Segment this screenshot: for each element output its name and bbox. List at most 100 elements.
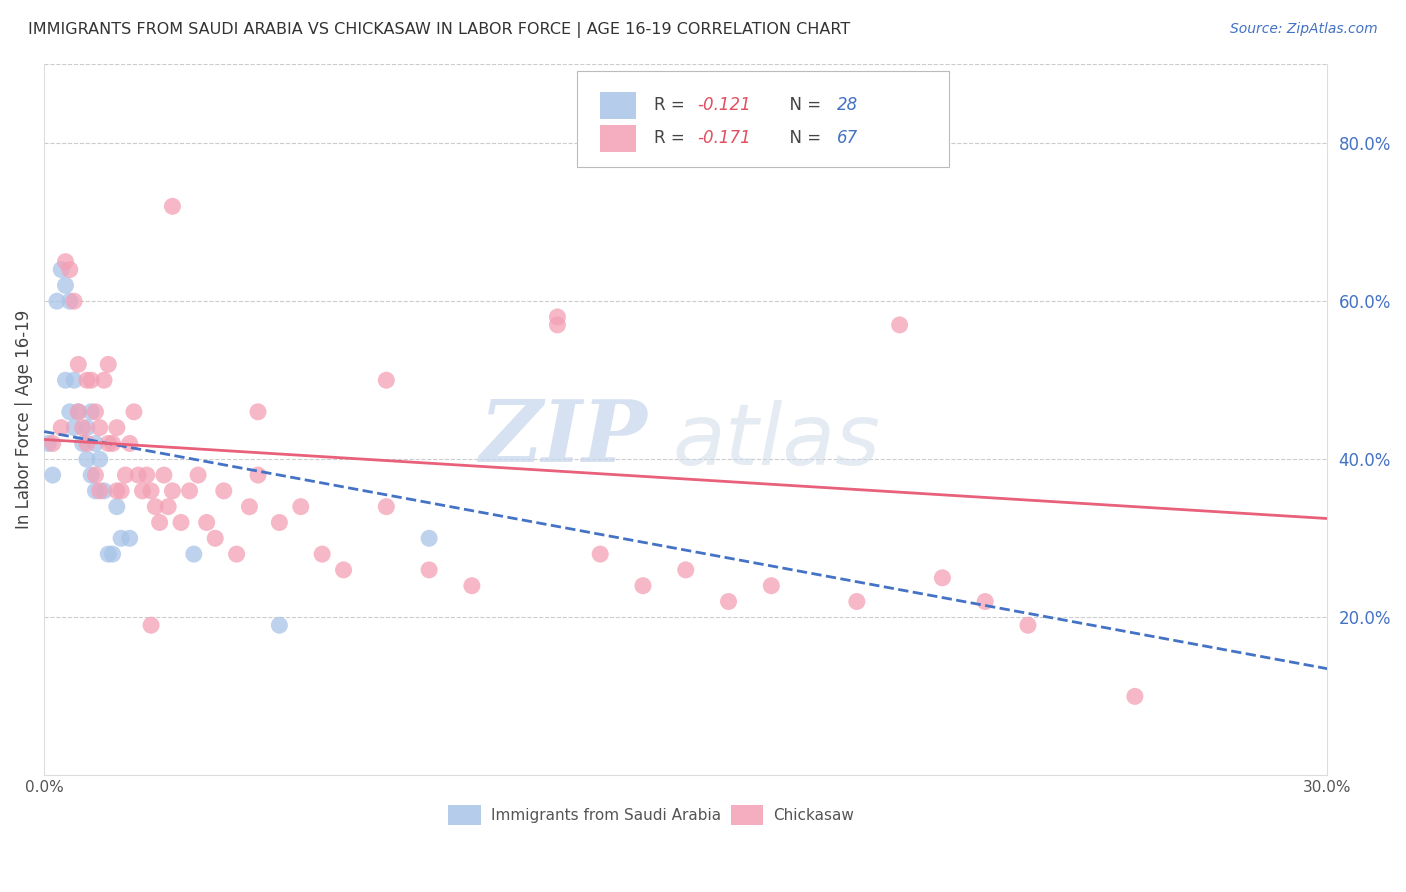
Text: R =: R =: [654, 129, 690, 147]
Point: [131, 483, 153, 498]
Point: [631, 579, 654, 593]
Point: [80, 373, 103, 387]
Point: [122, 405, 145, 419]
Point: [761, 579, 783, 593]
Point: [105, 483, 128, 498]
Point: [51, 420, 73, 434]
Point: [143, 500, 166, 514]
Text: N =: N =: [779, 96, 827, 114]
Y-axis label: In Labor Force | Age 16-19: In Labor Force | Age 16-19: [15, 310, 32, 529]
Point: [67, 405, 90, 419]
Text: Chickasaw: Chickasaw: [773, 808, 853, 823]
Point: [59, 405, 82, 419]
Point: [212, 483, 235, 498]
Point: [195, 516, 218, 530]
Point: [135, 468, 157, 483]
Point: [55, 254, 77, 268]
Point: [139, 483, 162, 498]
Point: [461, 579, 484, 593]
Point: [717, 594, 740, 608]
Point: [105, 500, 128, 514]
Point: [76, 373, 98, 387]
Point: [72, 436, 94, 450]
Text: -0.121: -0.121: [697, 96, 751, 114]
Point: [162, 199, 184, 213]
Point: [589, 547, 612, 561]
Point: [375, 500, 398, 514]
Point: [84, 483, 107, 498]
Point: [204, 531, 226, 545]
Point: [59, 262, 82, 277]
Point: [675, 563, 697, 577]
FancyBboxPatch shape: [576, 71, 949, 167]
Point: [80, 405, 103, 419]
Point: [110, 531, 132, 545]
Point: [41, 468, 63, 483]
Point: [418, 531, 440, 545]
Point: [97, 358, 120, 372]
Text: atlas: atlas: [673, 400, 882, 483]
Point: [105, 420, 128, 434]
Text: 67: 67: [837, 129, 859, 147]
Point: [889, 318, 911, 332]
Point: [170, 516, 193, 530]
Point: [1123, 690, 1146, 704]
FancyBboxPatch shape: [600, 92, 636, 119]
Point: [76, 436, 98, 450]
Point: [418, 563, 440, 577]
Point: [101, 547, 124, 561]
Text: IMMIGRANTS FROM SAUDI ARABIA VS CHICKASAW IN LABOR FORCE | AGE 16-19 CORRELATION: IMMIGRANTS FROM SAUDI ARABIA VS CHICKASA…: [28, 22, 851, 38]
Point: [84, 468, 107, 483]
Point: [89, 483, 111, 498]
Point: [246, 468, 269, 483]
Point: [238, 500, 260, 514]
Point: [63, 420, 86, 434]
Point: [84, 436, 107, 450]
Point: [269, 618, 291, 632]
Point: [67, 405, 90, 419]
Point: [89, 452, 111, 467]
Point: [63, 373, 86, 387]
Point: [157, 500, 180, 514]
Point: [63, 294, 86, 309]
Point: [546, 318, 568, 332]
Point: [114, 468, 136, 483]
Point: [55, 373, 77, 387]
Point: [127, 468, 149, 483]
Text: Source: ZipAtlas.com: Source: ZipAtlas.com: [1230, 22, 1378, 37]
Point: [67, 358, 90, 372]
FancyBboxPatch shape: [449, 805, 481, 825]
Point: [225, 547, 247, 561]
Point: [118, 436, 141, 450]
Text: R =: R =: [654, 96, 690, 114]
Point: [332, 563, 354, 577]
Point: [59, 294, 82, 309]
Point: [179, 483, 201, 498]
Point: [84, 405, 107, 419]
Point: [110, 483, 132, 498]
Point: [290, 500, 312, 514]
Point: [118, 531, 141, 545]
Point: [187, 468, 209, 483]
Point: [183, 547, 205, 561]
Point: [93, 373, 115, 387]
Point: [546, 310, 568, 324]
Point: [375, 373, 398, 387]
Text: ZIP: ZIP: [479, 396, 647, 479]
Point: [246, 405, 269, 419]
FancyBboxPatch shape: [731, 805, 763, 825]
Point: [1017, 618, 1039, 632]
Text: Immigrants from Saudi Arabia: Immigrants from Saudi Arabia: [491, 808, 721, 823]
Text: N =: N =: [779, 129, 827, 147]
Point: [89, 420, 111, 434]
Point: [76, 420, 98, 434]
FancyBboxPatch shape: [600, 125, 636, 152]
Point: [41, 436, 63, 450]
Point: [101, 436, 124, 450]
Point: [80, 468, 103, 483]
Point: [97, 436, 120, 450]
Point: [55, 278, 77, 293]
Point: [51, 262, 73, 277]
Point: [974, 594, 997, 608]
Point: [149, 516, 172, 530]
